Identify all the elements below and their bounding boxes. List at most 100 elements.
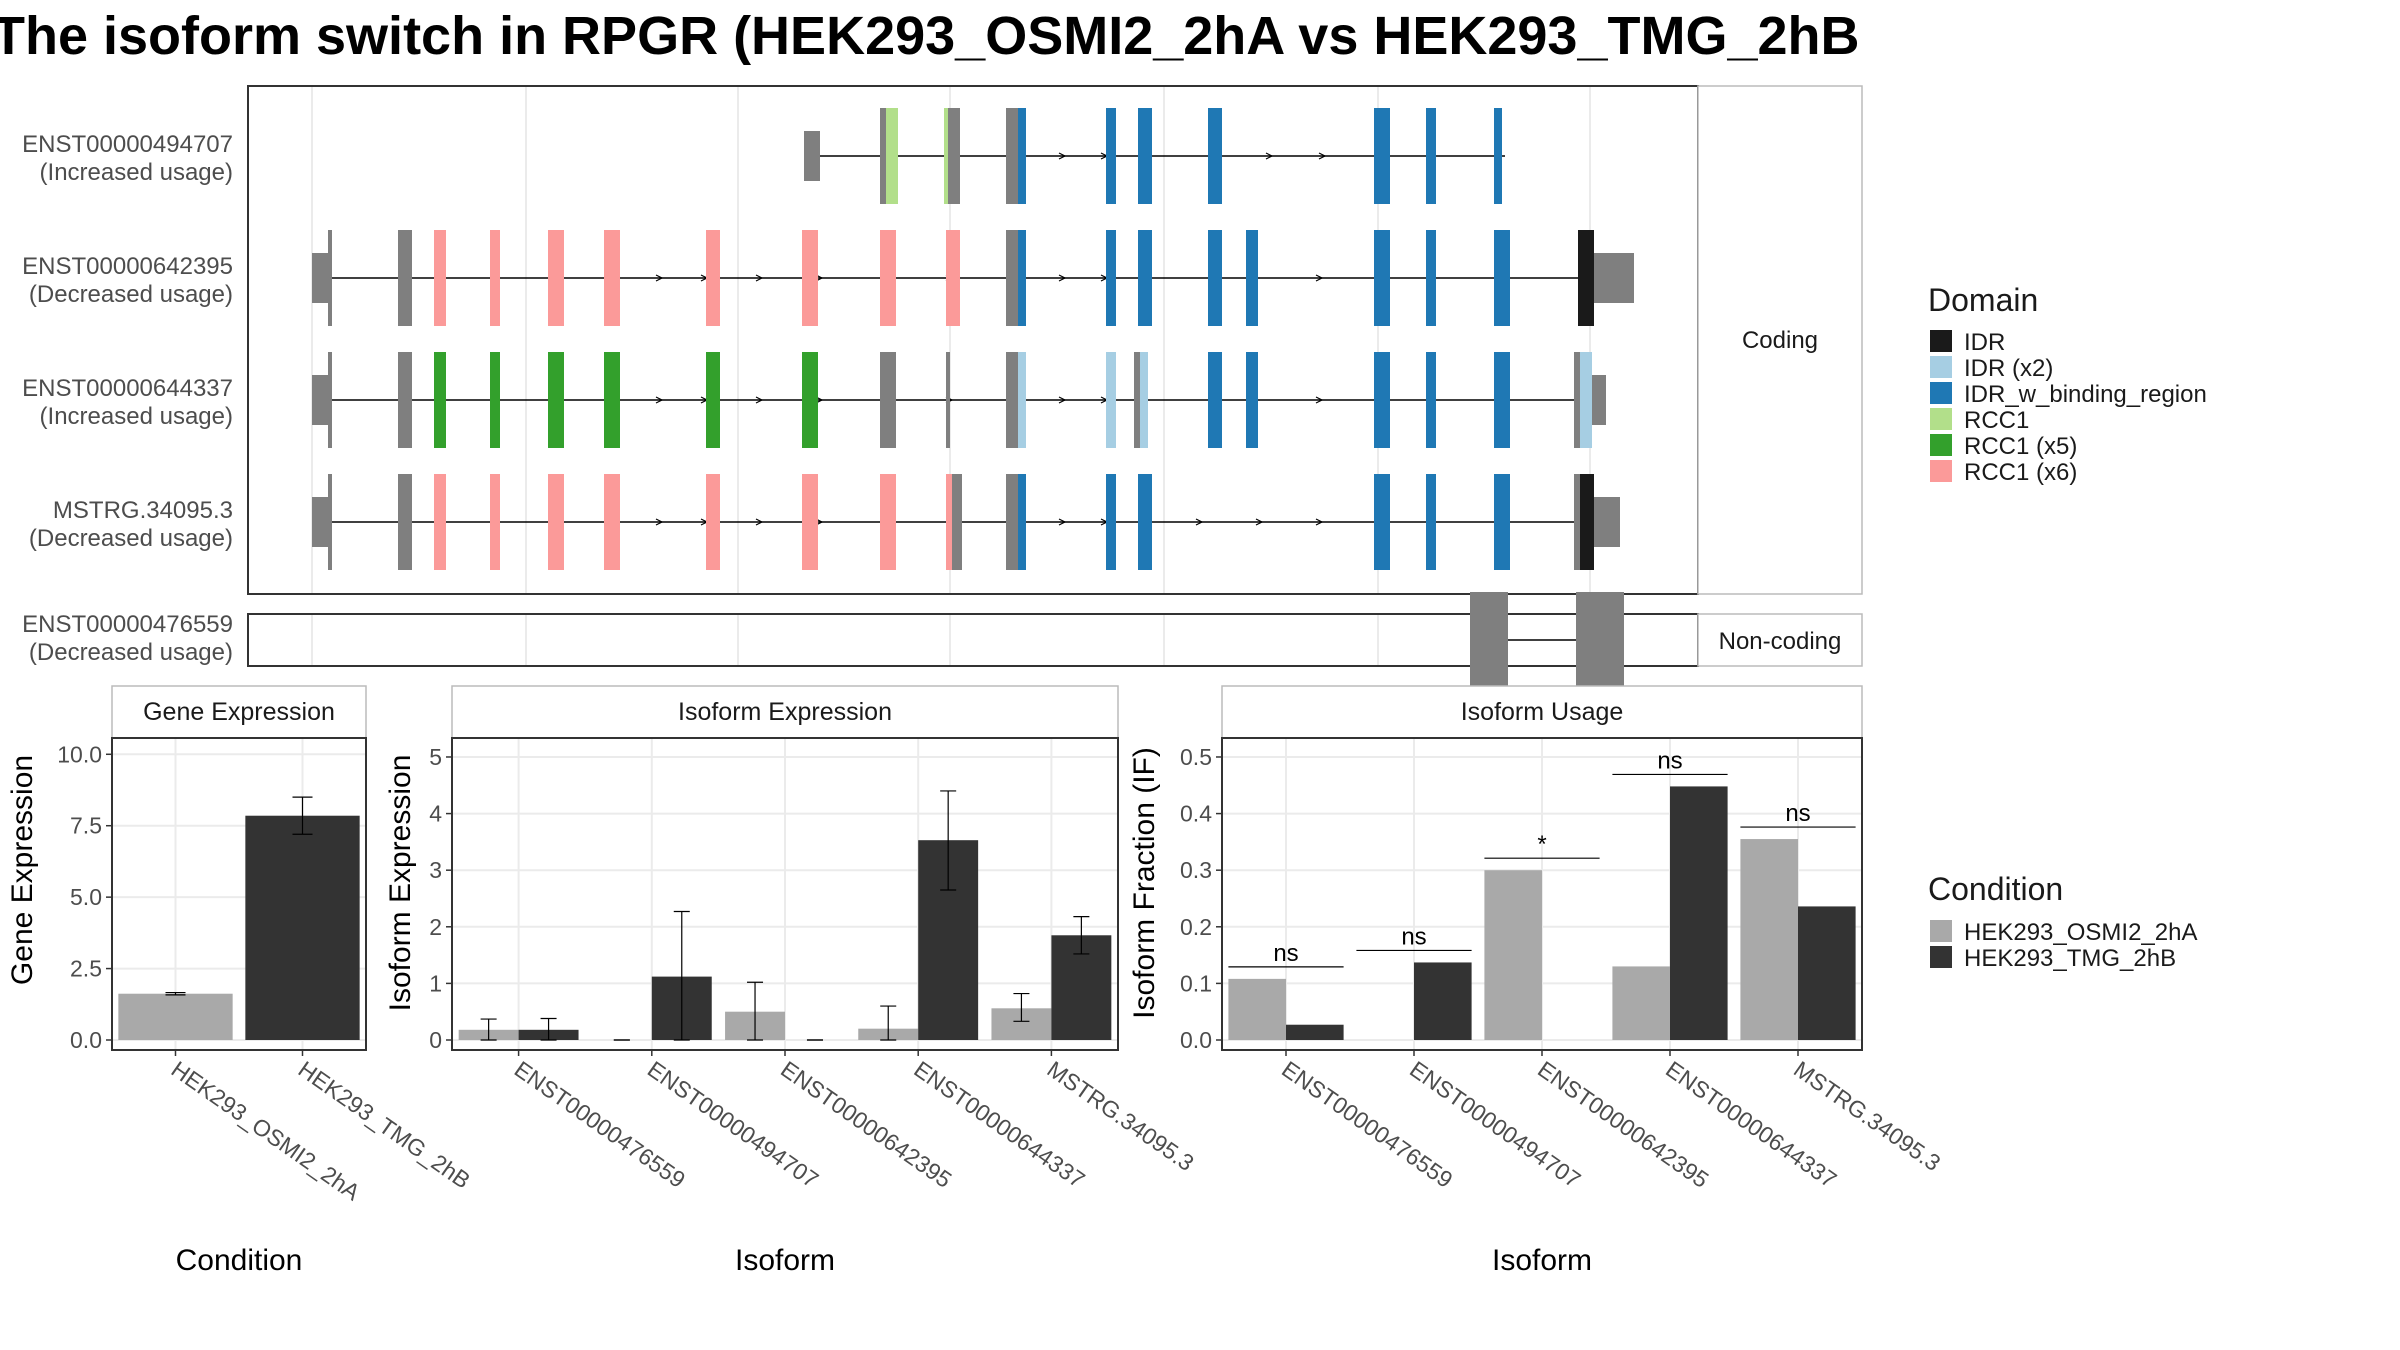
utr-block [1594,253,1634,303]
exon-block [490,230,500,326]
exon-block [1470,592,1508,688]
y-tick-label: 2 [429,914,442,940]
exon-block [398,474,412,570]
significance-label: ns [1401,923,1426,950]
transcript-label-2-id: ENST00000642395 [22,253,233,280]
transcript-label-1-id: ENST00000494707 [22,131,233,158]
gene-expression-strip [111,685,367,739]
strand-arrow [1058,396,1067,404]
exon-block [948,108,960,204]
exon-block [886,108,898,204]
significance-label: ns [1785,800,1810,827]
exon-block [1246,352,1258,448]
exon-block [434,474,446,570]
utr-block [312,375,330,425]
legend-label-idr-binding: IDR_w_binding_region [1964,381,2207,408]
gene-expression-y-axis-title: Gene Expression [6,755,39,985]
bar [1740,839,1798,1040]
legend-label-idr: IDR [1964,329,2005,356]
transcript-label-5-usage: (Decreased usage) [29,639,233,666]
legend-key-rcc1-x5 [1930,434,1952,456]
exon-block [1208,352,1222,448]
exon-block [328,352,332,448]
exon-block [1018,230,1026,326]
exon-block [1574,352,1580,448]
legend-key-idr [1930,330,1952,352]
y-tick-label: 0.3 [1180,857,1212,883]
exon-block [1374,108,1390,204]
strand-arrow [1255,518,1264,526]
exon-block [1006,230,1018,326]
y-tick-label: 0.0 [70,1027,102,1053]
legend-label-rcc1: RCC1 [1964,407,2029,434]
plot-frame [111,737,367,1051]
bar [1286,1024,1344,1040]
y-tick-label: 0.0 [1180,1027,1212,1053]
bar [1228,978,1286,1040]
exon-layer [311,87,1634,688]
exon-block [328,230,332,326]
exon-block [880,230,896,326]
domain-legend-title: Domain [1928,282,2038,318]
bar [1484,870,1542,1040]
exon-block [604,474,620,570]
legend-key-idr-binding [1930,382,1952,404]
isoform-usage-x-axis-title: Isoform [1492,1244,1592,1277]
strand-arrow [755,396,764,404]
exon-block [1580,474,1594,570]
noncoding-panel-frame [247,613,1699,667]
exon-block [946,230,960,326]
exon-block [398,352,412,448]
exon-block [604,352,620,448]
legend-key-rcc1-x6 [1930,460,1952,482]
y-tick-label: 5.0 [70,884,102,910]
exon-block [398,230,412,326]
utr-block [312,497,330,547]
isoform-expression-x-axis-title: Isoform [735,1244,835,1277]
significance-label: ns [1273,940,1298,967]
legend-label-rcc1-x5: RCC1 (x5) [1964,433,2077,460]
transcript-structure-panel: Coding Non-coding ENST00000494707 (Incre… [22,85,1863,688]
exon-block [1018,108,1026,204]
transcript-label-4-usage: (Decreased usage) [29,525,233,552]
isoform-expression-panel-title: Isoform Expression [678,698,892,726]
utr-block [804,131,820,181]
condition-legend: Condition HEK293_OSMI2_2hA HEK293_TMG_2h… [1928,871,2197,972]
domain-legend: Domain IDR IDR (x2) IDR_w_binding_region… [1928,282,2207,486]
bar [1798,906,1856,1040]
exon-block [880,474,896,570]
exon-block [1006,108,1018,204]
bar [118,993,233,1040]
exon-block [1574,474,1580,570]
strand-arrow [655,396,664,404]
exon-block [1578,230,1594,326]
y-tick-label: 0.1 [1180,970,1212,996]
y-tick-label: 0.4 [1180,801,1212,827]
exon-block [1018,474,1026,570]
exon-block [490,474,500,570]
exon-block [946,352,950,448]
gene-expression-x-axis-title: Condition [176,1244,303,1277]
exon-block [706,474,720,570]
exon-block [1494,108,1502,204]
exon-block [434,352,446,448]
exon-block [548,474,564,570]
exon-block [604,230,620,326]
bar [1670,786,1728,1040]
transcript-label-3-usage: (Increased usage) [40,403,233,430]
strand-arrow [1058,518,1067,526]
plot-frame [451,737,1119,1051]
strand-arrow [755,274,764,282]
transcript-label-5-id: ENST00000476559 [22,611,233,638]
exon-block [1138,108,1152,204]
strand-arrow [1058,274,1067,282]
exon-block [1494,230,1510,326]
strand-arrow [1315,518,1324,526]
strand-arrow [1195,518,1204,526]
transcript-label-4-id: MSTRG.34095.3 [53,497,233,524]
exon-block [1140,352,1148,448]
condition-key-1 [1930,920,1952,942]
y-tick-label: 0 [429,1027,442,1053]
exon-block [1018,352,1026,448]
